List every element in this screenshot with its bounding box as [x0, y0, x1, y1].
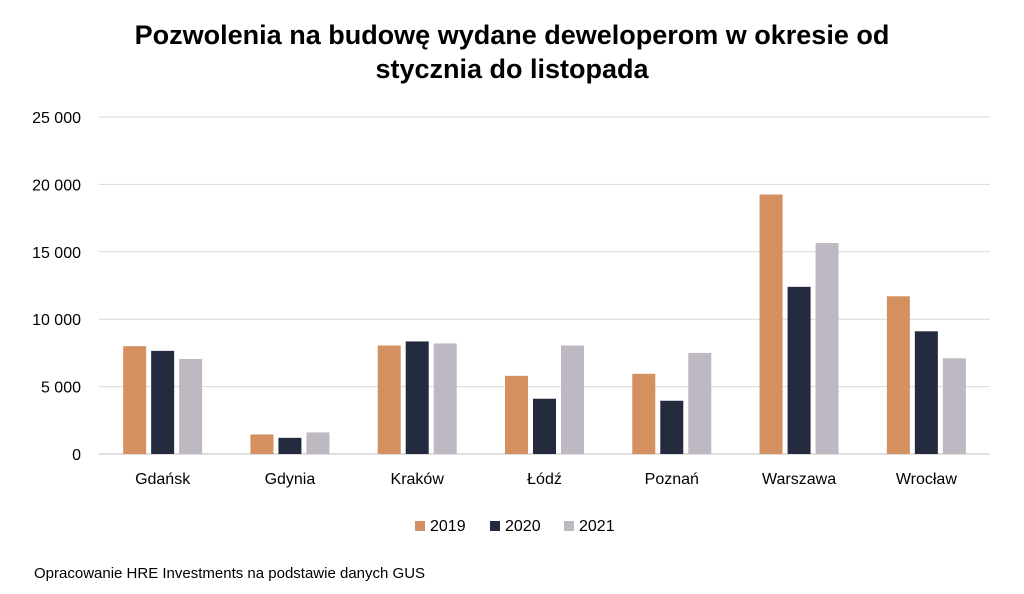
y-tick-label: 25 000	[32, 110, 81, 127]
legend-label: 2019	[430, 518, 466, 535]
x-category-label: Poznań	[645, 471, 699, 488]
chart-title-line-1: Pozwolenia na budowę wydane deweloperom …	[134, 20, 890, 50]
bar	[278, 437, 302, 454]
bar	[561, 345, 584, 454]
y-tick-label: 20 000	[32, 177, 81, 194]
y-tick-label: 15 000	[32, 245, 81, 262]
bar	[759, 194, 783, 454]
bar	[660, 400, 684, 454]
bar	[123, 346, 147, 454]
bar	[405, 341, 429, 454]
bar	[787, 286, 811, 454]
bar	[886, 296, 910, 454]
legend-label: 2020	[505, 518, 541, 535]
source-note: Opracowanie HRE Investments na podstawie…	[34, 565, 426, 582]
legend-swatch	[415, 521, 425, 531]
bars	[123, 194, 966, 454]
x-category-label: Kraków	[391, 471, 445, 488]
chart-title: Pozwolenia na budowę wydane deweloperom …	[0, 18, 1024, 86]
y-tick-label: 5 000	[41, 380, 81, 397]
y-axis-tick-labels: 0 5 000 10 000 15 000 20 000 25 000	[32, 110, 81, 464]
bar	[377, 345, 401, 454]
chart-title-line-2: stycznia do listopada	[375, 54, 649, 84]
bar	[533, 398, 556, 454]
legend: 2019 2020 2021	[415, 518, 615, 535]
legend-label: 2021	[579, 518, 615, 535]
legend-swatch	[490, 521, 500, 531]
legend-swatch	[564, 521, 574, 531]
x-category-label: Warszawa	[762, 471, 836, 488]
x-axis-category-labels: Gdańsk Gdynia Kraków Łódź Poznań Warszawa Wroc…	[135, 471, 957, 488]
bar	[151, 350, 175, 454]
bar	[306, 432, 330, 454]
x-category-label: Gdynia	[265, 471, 316, 488]
bar	[688, 352, 712, 454]
bar	[914, 331, 938, 454]
y-tick-label: 0	[72, 447, 81, 464]
x-category-label: Gdańsk	[135, 471, 191, 488]
bar	[815, 243, 839, 454]
x-category-label: Łódź	[527, 471, 562, 488]
bar	[632, 373, 656, 454]
bar	[433, 343, 457, 454]
bar	[505, 375, 528, 454]
bar	[250, 434, 274, 454]
y-tick-label: 10 000	[32, 312, 81, 329]
x-category-label: Wrocław	[896, 471, 957, 488]
bar	[942, 358, 966, 454]
bar	[179, 358, 203, 454]
